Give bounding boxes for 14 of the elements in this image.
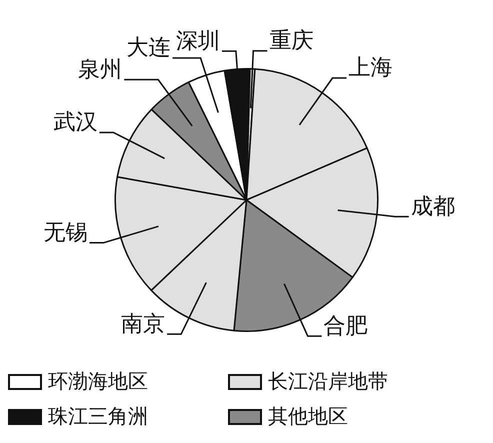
text: 其他地区 — [268, 403, 348, 430]
text: 长江沿岸地带 — [268, 368, 388, 395]
slice-label: 重庆 — [269, 28, 314, 54]
text: 珠江三角洲 — [48, 403, 148, 430]
slice-label: 泉州 — [78, 57, 122, 82]
slice-label: 深圳 — [176, 28, 220, 54]
slice-label: 合肥 — [324, 314, 368, 339]
slice-label: 大连 — [126, 36, 171, 61]
slice-label: 无锡 — [44, 220, 88, 246]
slice-label: 南京 — [121, 312, 166, 337]
slice-label: 成都 — [410, 194, 455, 220]
slice-label: 武汉 — [53, 110, 98, 136]
slice-label: 上海 — [348, 56, 392, 81]
text: 环渤海地区 — [48, 368, 148, 395]
